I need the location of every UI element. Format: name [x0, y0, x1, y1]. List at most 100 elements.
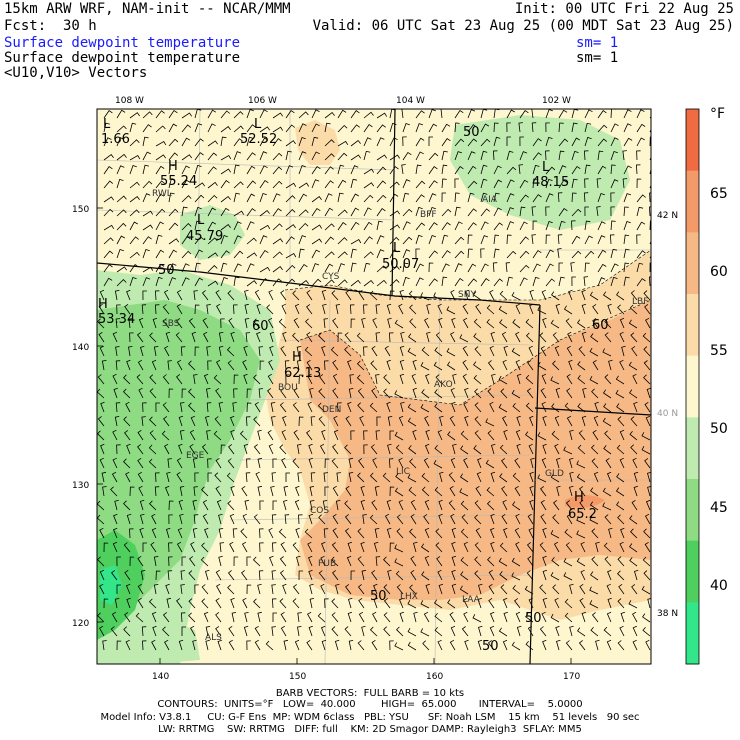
wind-barb [111, 611, 118, 623]
wind-barb [402, 136, 407, 147]
wind-barb [540, 513, 547, 525]
wind-barb [487, 360, 495, 371]
wind-barb [589, 501, 599, 511]
wind-barb [374, 528, 380, 539]
wind-barb [363, 304, 368, 315]
wind-barb [295, 485, 300, 497]
wind-barb [421, 571, 430, 581]
wind-barb [441, 138, 451, 147]
wind-barb [206, 402, 212, 413]
wind-barb [230, 429, 235, 441]
wind-barb [345, 415, 352, 427]
wind-barb [245, 416, 251, 427]
wind-barb [554, 597, 560, 609]
wind-barb [344, 626, 352, 637]
wind-barb [502, 359, 508, 371]
wind-barb [415, 248, 420, 259]
wind-barb [389, 542, 395, 553]
wind-barb [434, 444, 443, 455]
wind-barb [188, 570, 196, 581]
wind-barb [515, 541, 521, 553]
wind-barb [155, 154, 167, 161]
wind-barb [581, 289, 586, 301]
wind-barb [467, 124, 477, 133]
wind-barb [474, 514, 482, 525]
wind-barb [619, 429, 625, 441]
wind-barb [155, 193, 165, 203]
wind-barb [602, 487, 612, 497]
wind-barb [616, 501, 625, 511]
wind-barb [450, 457, 456, 469]
wind-barb [474, 416, 482, 427]
wind-barb [285, 195, 296, 203]
wind-barb [565, 318, 573, 329]
wind-barb [272, 278, 282, 287]
wind-barb [257, 583, 262, 595]
wind-barb [243, 373, 248, 385]
wind-barb [324, 223, 335, 231]
wind-barb [226, 472, 235, 483]
wind-barb [597, 110, 607, 119]
wind-barb [480, 208, 490, 217]
wind-barb [272, 138, 282, 147]
wind-barb [503, 527, 508, 539]
wind-barb [590, 626, 599, 637]
wind-barb [269, 555, 274, 567]
wind-barb [116, 640, 122, 651]
wind-barb [218, 555, 223, 567]
wind-barb [629, 515, 638, 525]
wind-barb [422, 640, 430, 651]
wind-barb [373, 541, 379, 553]
wind-barb [454, 250, 465, 259]
wind-barb [337, 263, 346, 273]
wind-barb [474, 346, 482, 357]
wind-barb [630, 332, 638, 343]
wind-barb [571, 208, 582, 217]
wind-barb [272, 266, 283, 273]
wind-barb [463, 597, 469, 609]
wind-barb [402, 122, 410, 133]
wind-barb [292, 402, 300, 413]
wind-barb [435, 528, 443, 539]
wind-barb [322, 303, 327, 315]
wind-barb [348, 472, 354, 483]
wind-barb [433, 292, 443, 301]
wind-barb [240, 528, 248, 539]
wind-barb [529, 471, 534, 483]
wind-barb [437, 303, 443, 315]
wind-barb [557, 234, 563, 245]
wind-barb [476, 471, 482, 483]
wind-barb [103, 110, 113, 119]
wind-barb [335, 500, 341, 511]
wind-barb [244, 611, 249, 623]
wind-barb [398, 597, 404, 609]
wind-barb [153, 556, 159, 567]
wind-barb [454, 236, 465, 245]
wind-barb [357, 402, 365, 413]
wind-barb [394, 390, 404, 399]
wind-barb [492, 262, 498, 273]
wind-barb [194, 584, 199, 595]
wind-barb [402, 262, 409, 273]
wind-barb [425, 429, 430, 441]
field1-smoothing: sm= 1 [576, 35, 619, 51]
wind-barb [578, 430, 586, 441]
wind-barb [337, 209, 348, 217]
wind-barb [463, 541, 469, 553]
wind-barb [116, 178, 124, 189]
wind-barb [293, 387, 300, 399]
wind-barb [531, 234, 536, 245]
wind-barb [569, 429, 574, 441]
wind-barb [270, 402, 276, 413]
wind-barb [401, 164, 406, 175]
wind-barb [155, 249, 165, 259]
wind-barb [553, 541, 560, 553]
wind-barb [387, 317, 392, 329]
wind-barb [376, 249, 385, 259]
wind-barb [363, 221, 373, 231]
wind-barb [259, 192, 267, 203]
wind-barb [192, 528, 198, 539]
wind-barb [331, 458, 339, 469]
wind-barb [346, 555, 352, 567]
wind-barb [344, 514, 352, 525]
